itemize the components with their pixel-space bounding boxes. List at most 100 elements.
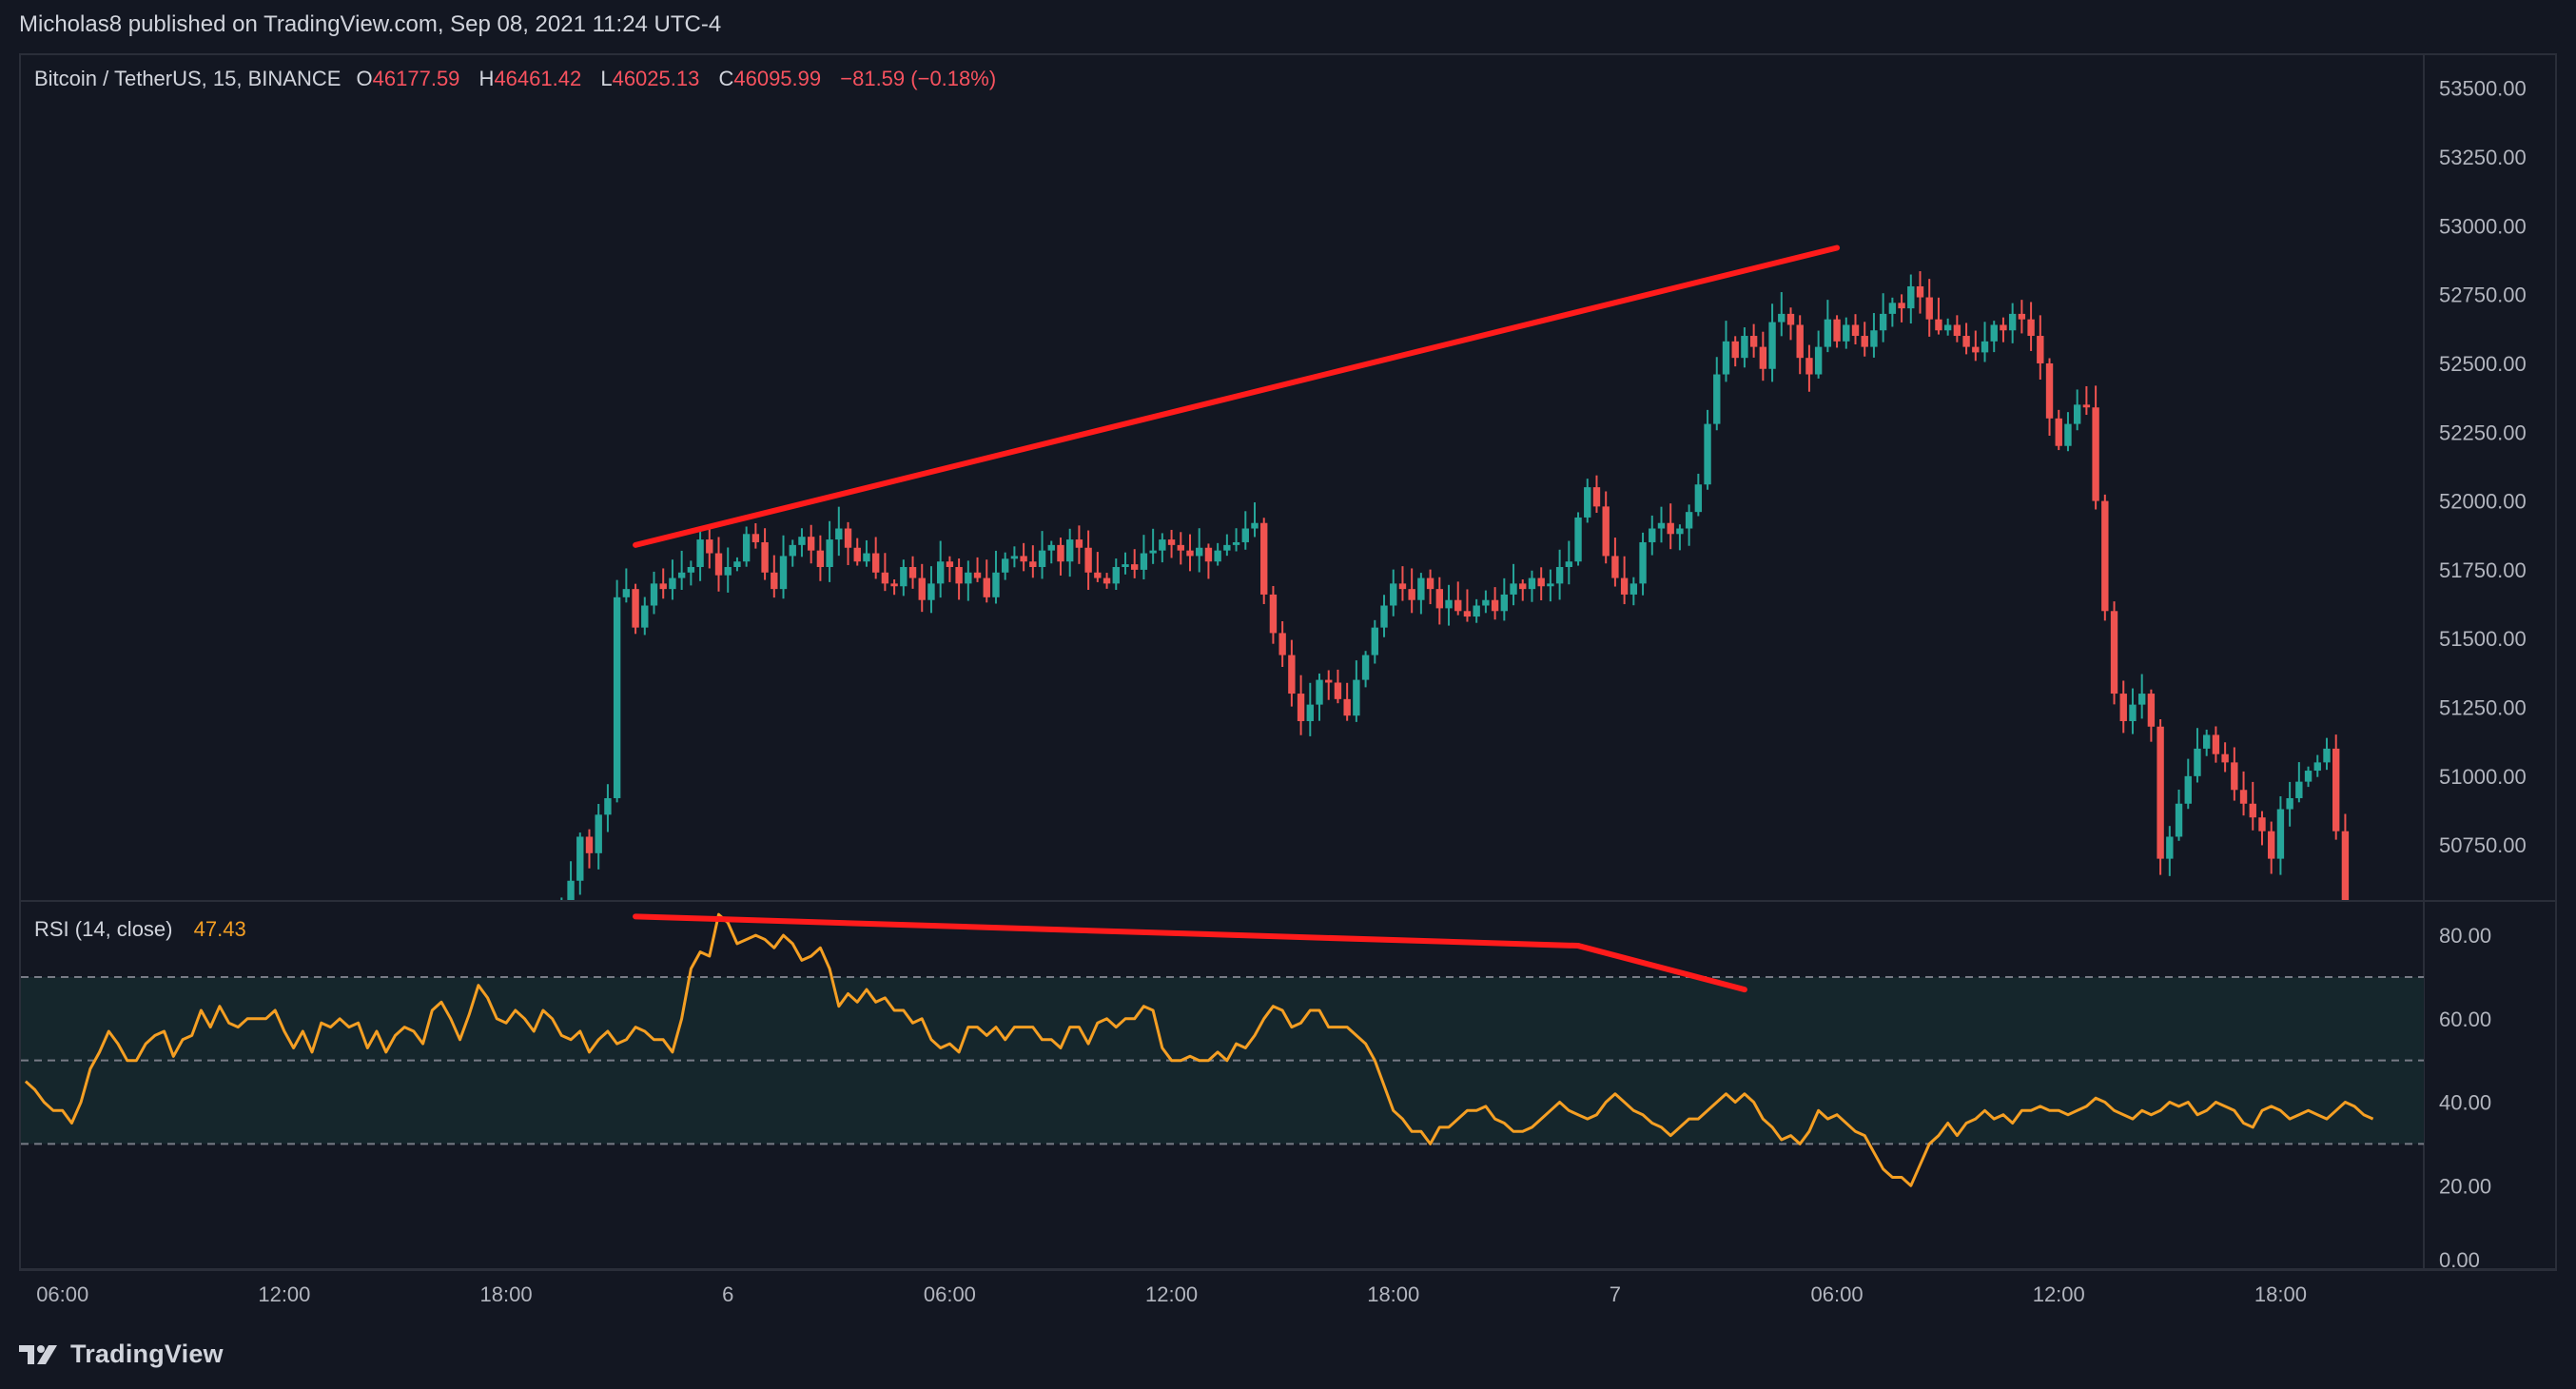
time-tick-label: 12:00: [2033, 1282, 2085, 1306]
candle-body: [1879, 313, 1887, 331]
price-tick-label: 53000.00: [2439, 214, 2527, 238]
candle-body: [2341, 831, 2350, 900]
candle-body: [1649, 528, 1656, 542]
legend-low-label: L: [600, 67, 613, 90]
candle-body: [779, 556, 788, 590]
candle-body: [2119, 694, 2127, 721]
price-tick-label: 51500.00: [2439, 627, 2527, 651]
rsi-tick-label: 40.00: [2439, 1091, 2491, 1115]
candle-body: [2323, 748, 2331, 763]
candle-body: [1297, 694, 1305, 721]
candle-body: [2304, 771, 2313, 782]
rsi-trendline: [1575, 943, 1747, 993]
candle-body: [659, 583, 667, 590]
candle-body: [2156, 726, 2164, 859]
publish-header: Micholas8 published on TradingView.com, …: [19, 11, 722, 37]
candle-body: [890, 583, 898, 587]
candle-body: [1555, 567, 1564, 584]
candle-body: [1565, 561, 1573, 568]
candle-body: [761, 541, 769, 573]
price-tick-label: 50750.00: [2439, 833, 2527, 857]
candle-body: [2073, 404, 2081, 424]
time-tick-label: 06:00: [924, 1282, 976, 1306]
candle-body: [983, 577, 990, 597]
candle-body: [1426, 577, 1434, 590]
candle-body: [1029, 561, 1037, 568]
price-tick-label: 51000.00: [2439, 765, 2527, 789]
candle-body: [585, 836, 594, 853]
candle-body: [1343, 698, 1351, 716]
candle-body: [835, 528, 843, 540]
candle-body: [1167, 539, 1176, 545]
candle-body: [1140, 553, 1148, 570]
candle-body: [1667, 522, 1674, 535]
candle-body: [1843, 324, 1850, 342]
time-tick-label: 12:00: [1145, 1282, 1198, 1306]
candle-body: [1519, 583, 1527, 590]
legend-open: 46177.59: [372, 67, 460, 90]
candle-body: [1833, 319, 1841, 342]
candle-body: [946, 561, 954, 568]
candle-body: [826, 539, 833, 568]
candle-body: [1260, 522, 1268, 595]
candle-body: [696, 539, 704, 568]
candle-body: [1334, 682, 1342, 699]
candle-body: [2101, 500, 2109, 612]
candle-body: [2332, 748, 2340, 831]
legend-high-label: H: [478, 67, 495, 90]
candle-body: [604, 797, 612, 815]
legend-symbol: Bitcoin / TetherUS, 15, BINANCE: [34, 67, 342, 90]
candles: [560, 271, 2350, 900]
price-tick-label: 52750.00: [2439, 284, 2527, 307]
time-tick-label: 06:00: [1811, 1282, 1864, 1306]
price-tick-label: 53250.00: [2439, 146, 2527, 169]
candle-body: [742, 534, 751, 562]
candle-body: [2231, 762, 2238, 791]
candle-body: [2110, 611, 2118, 694]
candle-body: [1713, 374, 1721, 424]
candle-body: [1112, 567, 1120, 584]
candle-body: [2147, 694, 2156, 727]
rsi-series: [24, 912, 2374, 1187]
candle-body: [1010, 556, 1019, 559]
candle-body: [1786, 313, 1795, 325]
rsi-trendline: [633, 913, 1582, 949]
candle-body: [1122, 564, 1129, 568]
candle-body: [936, 561, 945, 584]
candle-body: [1288, 655, 1296, 694]
candle-body: [871, 553, 880, 573]
rsi-legend-name: RSI (14, close): [34, 917, 173, 941]
candle-body: [1306, 704, 1314, 721]
candle-body: [908, 567, 917, 578]
candle-body: [1103, 577, 1111, 584]
rsi-tick-label: 80.00: [2439, 924, 2491, 948]
candle-body: [1778, 313, 1786, 323]
candle-body: [1075, 539, 1083, 548]
candle-body: [973, 572, 982, 578]
candle-body: [1408, 589, 1415, 600]
candle-body: [1325, 679, 1333, 683]
candle-body: [927, 583, 935, 600]
candle-body: [1694, 484, 1703, 513]
footer-brand[interactable]: TradingView: [19, 1340, 224, 1369]
candle-body: [2184, 775, 2192, 804]
candle-body: [1214, 550, 1221, 562]
candle-body: [1177, 544, 1184, 551]
candle-body: [1981, 341, 1989, 353]
candle-body: [863, 553, 870, 562]
candle-body: [613, 597, 621, 798]
candle-body: [2137, 694, 2146, 705]
candle-body: [1962, 336, 1970, 347]
candle-body: [706, 539, 713, 554]
trendlines: [633, 245, 1841, 993]
candle-body: [1047, 544, 1055, 551]
candle-group: [560, 271, 2350, 900]
candle-body: [687, 567, 695, 573]
candle-body: [641, 605, 649, 628]
candle-body: [1241, 528, 1249, 542]
candle-body: [955, 567, 963, 584]
candle-body: [1232, 541, 1240, 545]
candle-body: [1066, 539, 1074, 562]
candle-body: [1020, 556, 1027, 562]
